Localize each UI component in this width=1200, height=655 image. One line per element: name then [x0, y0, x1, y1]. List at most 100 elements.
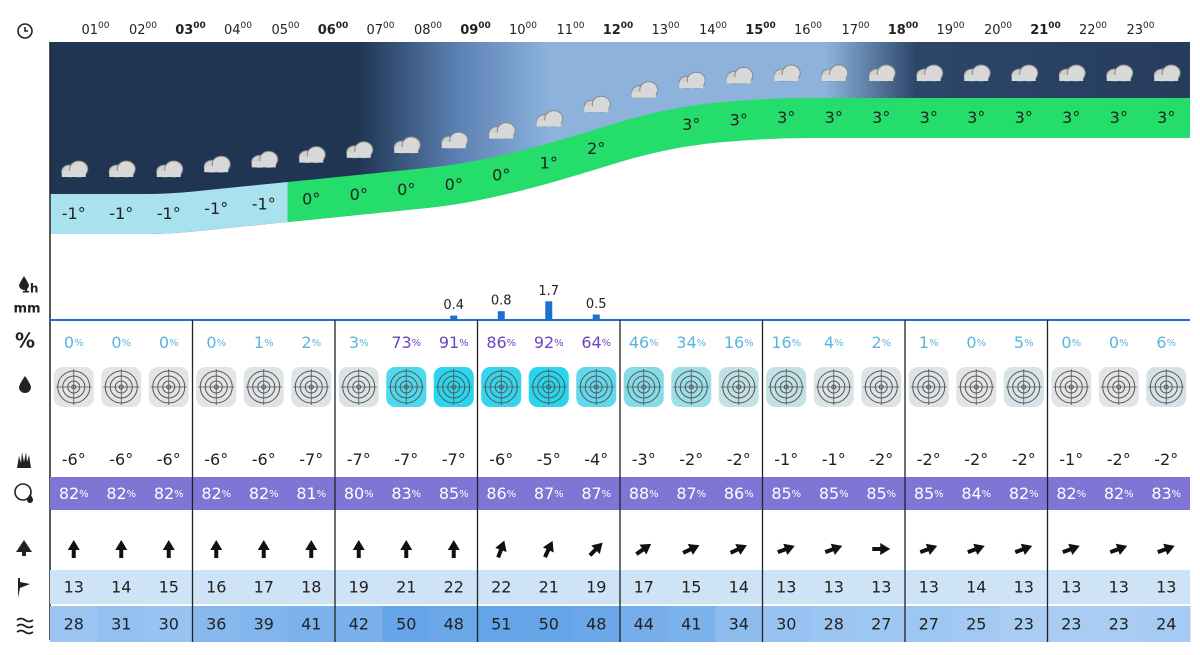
wind-arrow: [67, 540, 80, 558]
temperature-label: 2°: [587, 139, 605, 158]
minute: 00: [621, 21, 634, 31]
feels-like: -7°: [394, 450, 418, 469]
arrow: [872, 543, 891, 555]
degree: °: [1025, 108, 1033, 127]
value: 0: [206, 333, 216, 352]
unit: %: [507, 489, 517, 500]
degree: °: [980, 450, 988, 469]
wind-gust: 34: [729, 615, 749, 634]
radar-cross: [1053, 369, 1090, 405]
precip-prob: 73%: [391, 333, 421, 352]
wind-gust: 41: [301, 615, 321, 634]
minute: 00: [763, 21, 776, 31]
value: 0: [111, 333, 121, 352]
hour-label: 1900: [937, 21, 965, 38]
arrow: [1109, 543, 1128, 555]
minute: 00: [1096, 21, 1108, 31]
value: 3: [967, 108, 977, 127]
wind-speed: 19: [586, 578, 606, 597]
unit: %: [507, 338, 517, 349]
humidity: 85%: [914, 484, 944, 503]
value: -1: [109, 204, 125, 223]
cloud: [299, 156, 324, 163]
weather-icon: [1106, 64, 1134, 82]
hour: 19: [937, 23, 954, 38]
hour: 07: [367, 23, 384, 38]
minute: 00: [573, 21, 585, 31]
temperature-band: [952, 98, 1000, 138]
value: 87: [534, 484, 554, 503]
degree: °: [1028, 450, 1036, 469]
wind-speed: 18: [301, 578, 321, 597]
value: 85: [771, 484, 791, 503]
value: 86: [486, 333, 506, 352]
radar-cross: [578, 369, 615, 405]
cloud: [109, 171, 134, 177]
temperature-band: [667, 102, 715, 150]
temperature-label: 3°: [777, 108, 795, 127]
minute: 00: [478, 21, 491, 31]
arrow: [635, 543, 652, 556]
humidity: 83%: [391, 484, 421, 503]
unit: %: [1029, 489, 1039, 500]
gust-bg: [145, 606, 193, 642]
value: 82: [1056, 484, 1076, 503]
wind-arrow: [495, 540, 507, 559]
radar-cross: [815, 369, 852, 405]
hour: 17: [842, 23, 859, 38]
wind-gust: 24: [1156, 615, 1176, 634]
wind-speed: 16: [206, 578, 226, 597]
unit: %: [554, 338, 564, 349]
degree: °: [458, 450, 466, 469]
gust-bg: [572, 606, 621, 642]
below-band: [97, 234, 145, 320]
unit: %: [792, 338, 802, 349]
minute: 00: [906, 21, 919, 31]
unit: %: [364, 489, 374, 500]
value: 1: [540, 153, 550, 172]
unit: %: [602, 489, 612, 500]
hour: 16: [794, 23, 811, 38]
value: 85: [819, 484, 839, 503]
wind-speed: 13: [871, 578, 891, 597]
wind-gust: 23: [1014, 615, 1034, 634]
wind-gust: 36: [206, 615, 226, 634]
temperature-label: 0°: [302, 189, 320, 208]
wind-arrow: [588, 542, 603, 557]
unit: %: [649, 489, 659, 500]
wind-arrow: [777, 543, 795, 555]
value: -2: [1154, 450, 1170, 469]
humidity: 87%: [534, 484, 564, 503]
temperature-label: -1°: [62, 204, 86, 223]
degree: °: [835, 108, 843, 127]
gust-bg: [715, 606, 763, 642]
below-band: [572, 162, 620, 320]
hour-label: 0600: [318, 21, 349, 38]
radar-cross: [435, 369, 472, 405]
weather-icon: [346, 141, 374, 159]
unit: %: [839, 489, 849, 500]
temperature-label: -1°: [157, 204, 181, 223]
hour-label: 2100: [1030, 21, 1061, 38]
weather-icon: [916, 64, 944, 82]
wind-speed: 21: [539, 578, 559, 597]
cloud: [679, 82, 704, 89]
value: -3: [632, 450, 648, 469]
rain-label: 0.4: [443, 298, 464, 313]
hour-label: 2200: [1079, 21, 1107, 38]
value: -7: [299, 450, 315, 469]
temperature-band: [192, 186, 240, 232]
feels-like: -6°: [252, 450, 276, 469]
arrow: [824, 543, 843, 555]
temperature-band: [382, 167, 430, 213]
cloud: [916, 75, 941, 81]
degree: °: [1120, 108, 1128, 127]
value: 81: [296, 484, 316, 503]
degree: °: [1167, 108, 1175, 127]
wind-speed: 14: [729, 578, 749, 597]
below-band: [762, 138, 810, 320]
temperature-label: -1°: [252, 194, 276, 213]
unit: %: [1172, 489, 1182, 500]
value: 3: [682, 115, 692, 134]
temperature-band: [287, 177, 335, 222]
